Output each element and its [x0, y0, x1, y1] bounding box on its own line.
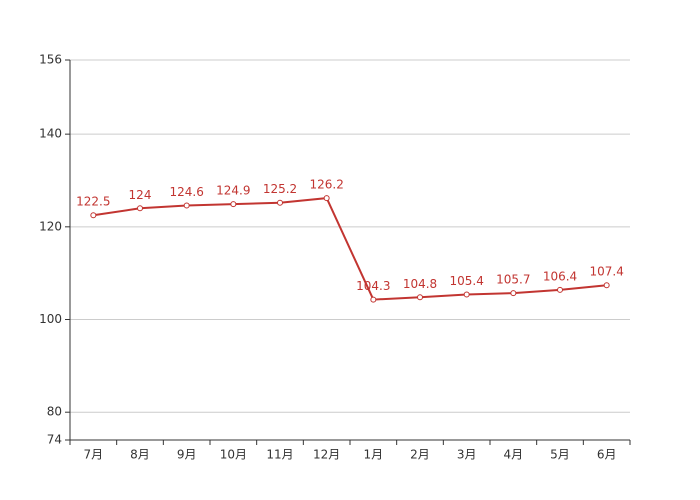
point	[417, 294, 423, 301]
point	[557, 286, 563, 293]
x-tick-label: 3月	[457, 448, 477, 462]
point	[277, 199, 283, 206]
point	[370, 296, 377, 303]
value-label: 105.4	[449, 274, 483, 288]
point	[137, 205, 143, 212]
x-tick-label: 1月	[364, 448, 384, 462]
point	[463, 291, 470, 298]
y-tick-label: 100	[39, 312, 62, 326]
point	[90, 212, 97, 219]
value-label: 125.2	[263, 182, 297, 196]
value-label: 105.7	[496, 273, 530, 287]
y-tick-label: 80	[47, 405, 62, 419]
x-tick-label: 4月	[504, 448, 524, 462]
value-label: 124	[129, 188, 152, 202]
y-tick-label: 140	[39, 127, 62, 141]
point	[603, 282, 610, 289]
x-tick-label: 8月	[130, 448, 150, 462]
y-tick-label: 156	[39, 53, 62, 67]
line-series	[93, 197, 607, 301]
value-label: 122.5	[76, 195, 110, 209]
x-tick-label: 2月	[410, 448, 430, 462]
y-tick-label: 120	[39, 219, 62, 233]
point	[323, 195, 330, 202]
value-label: 104.8	[403, 277, 437, 291]
x-tick-label: 9月	[177, 448, 197, 462]
value-label: 124.9	[216, 184, 250, 198]
x-tick-label: 12月	[313, 448, 340, 462]
y-tick-label: 74	[47, 433, 62, 447]
value-label: 106.4	[543, 269, 577, 283]
point	[230, 201, 237, 208]
x-tick-label: 5月	[550, 448, 570, 462]
value-label: 124.6	[169, 185, 203, 199]
x-tick-label: 7月	[84, 448, 104, 462]
x-tick-label: 10月	[220, 448, 247, 462]
x-tick-label: 6月	[597, 448, 617, 462]
value-label: 107.4	[589, 265, 623, 279]
value-label: 126.2	[309, 178, 343, 192]
point	[183, 202, 190, 209]
x-tick-label: 11月	[266, 448, 293, 462]
point	[510, 290, 517, 297]
value-label: 104.3	[356, 279, 390, 293]
